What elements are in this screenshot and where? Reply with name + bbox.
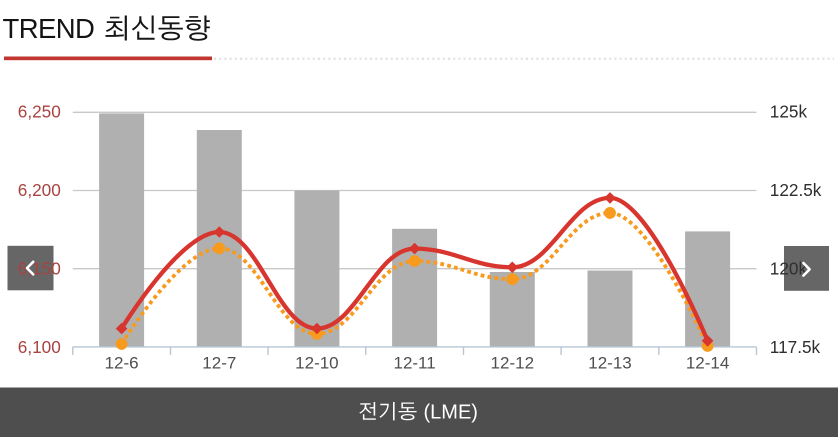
svg-text:TREND: TREND xyxy=(3,13,95,44)
svg-text:12-7: 12-7 xyxy=(202,354,236,373)
svg-text:6,200: 6,200 xyxy=(18,180,61,200)
svg-text:125k: 125k xyxy=(770,102,808,122)
svg-text:120k: 120k xyxy=(770,258,808,278)
svg-text:6,100: 6,100 xyxy=(18,337,61,357)
svg-text:12-13: 12-13 xyxy=(588,354,631,373)
svg-text:12-11: 12-11 xyxy=(393,354,435,373)
svg-text:12-6: 12-6 xyxy=(105,354,139,373)
svg-text:12-12: 12-12 xyxy=(491,354,534,373)
svg-text:6,250: 6,250 xyxy=(18,102,61,122)
svg-text:6,150: 6,150 xyxy=(18,258,61,278)
svg-text:117.5k: 117.5k xyxy=(770,337,821,357)
svg-text:12-10: 12-10 xyxy=(295,354,338,373)
svg-text:122.5k: 122.5k xyxy=(770,180,822,200)
svg-text:(LME): (LME) xyxy=(424,402,478,424)
svg-text:12-14: 12-14 xyxy=(686,354,729,373)
